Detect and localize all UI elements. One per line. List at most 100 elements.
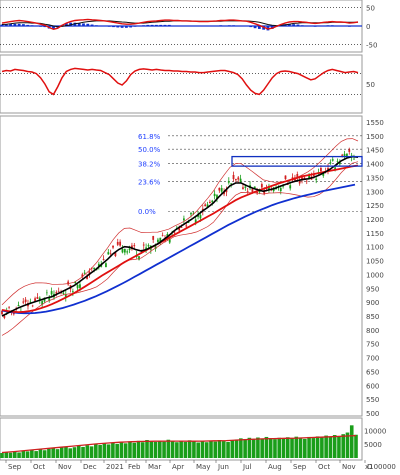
volume-bar bbox=[89, 446, 94, 458]
price-candle bbox=[93, 267, 96, 270]
volume-bar bbox=[111, 442, 115, 458]
volume-bar bbox=[119, 441, 124, 458]
macd-histogram-bar bbox=[69, 22, 73, 26]
price-candle bbox=[79, 284, 81, 288]
price-candle bbox=[260, 184, 263, 188]
price-candle bbox=[48, 297, 51, 301]
macd-histogram-bar bbox=[257, 26, 261, 29]
volume-bar bbox=[183, 441, 188, 458]
price-candle bbox=[208, 201, 211, 203]
price-candle bbox=[194, 219, 197, 224]
rsi-panel bbox=[0, 54, 363, 114]
volume-moving-average bbox=[1, 434, 357, 454]
price-candle bbox=[343, 153, 346, 157]
price-candle bbox=[220, 188, 223, 192]
price-candle bbox=[43, 297, 46, 302]
volume-bar bbox=[149, 441, 154, 458]
x-axis-label: Mar bbox=[148, 463, 161, 471]
x-axis-label: Aug bbox=[268, 463, 282, 471]
price-tick-label: 1450 bbox=[366, 147, 384, 155]
price-candle bbox=[142, 244, 145, 246]
volume-bar bbox=[51, 448, 55, 458]
macd-histogram-bar bbox=[287, 23, 291, 26]
price-candle bbox=[242, 187, 244, 189]
volume-bar bbox=[260, 438, 264, 458]
price-candle bbox=[126, 251, 129, 253]
volume-bar bbox=[81, 446, 85, 458]
price-candle bbox=[206, 204, 209, 208]
macd-histogram-bar bbox=[17, 23, 21, 26]
price-candle bbox=[286, 184, 289, 185]
price-candle bbox=[24, 299, 27, 302]
price-candle bbox=[36, 297, 39, 299]
macd-histogram-bar bbox=[120, 26, 124, 28]
macd-histogram-bar bbox=[9, 23, 12, 26]
price-candle bbox=[107, 252, 110, 255]
price-candle bbox=[244, 186, 247, 188]
volume-bar bbox=[94, 444, 98, 458]
price-candle bbox=[105, 263, 107, 268]
price-candle bbox=[41, 301, 44, 305]
fibonacci-level-label: 0.0% bbox=[138, 208, 156, 216]
price-candle bbox=[298, 180, 301, 184]
volume-bar bbox=[34, 451, 38, 458]
price-candle bbox=[45, 292, 48, 294]
moving-average-long bbox=[1, 183, 356, 315]
consolidation-box bbox=[231, 155, 363, 167]
volume-bar bbox=[311, 438, 316, 458]
price-candle bbox=[64, 294, 67, 298]
macd-histogram-bar bbox=[292, 24, 296, 26]
price-candle bbox=[216, 195, 218, 199]
price-tick-label: 700 bbox=[366, 355, 379, 363]
x-axis-label: Oct bbox=[33, 463, 45, 471]
price-candle bbox=[17, 305, 20, 307]
volume-bar bbox=[153, 441, 158, 458]
macd-histogram-bar bbox=[64, 23, 68, 26]
price-candle bbox=[353, 158, 355, 160]
price-candle bbox=[116, 241, 119, 245]
volume-bar bbox=[345, 432, 350, 458]
volume-bar bbox=[25, 451, 30, 458]
price-candle bbox=[218, 187, 221, 191]
volume-bar bbox=[209, 440, 213, 458]
macd-histogram-bar bbox=[124, 26, 128, 28]
price-candle bbox=[161, 235, 164, 236]
price-candle bbox=[199, 215, 202, 219]
price-candle bbox=[3, 315, 6, 318]
volume-bar bbox=[85, 445, 90, 458]
volume-bar bbox=[320, 437, 324, 458]
price-candle bbox=[173, 231, 176, 233]
volume-bar bbox=[264, 436, 269, 458]
price-candle bbox=[315, 178, 318, 181]
price-candle bbox=[268, 185, 270, 190]
price-candle bbox=[230, 183, 233, 184]
volume-bar bbox=[59, 447, 64, 458]
price-candle bbox=[211, 200, 214, 203]
x-axis-label: Apr bbox=[172, 463, 184, 471]
volume-bar bbox=[239, 438, 243, 458]
price-tick-label: 1050 bbox=[366, 258, 384, 266]
x-axis-label: Jun bbox=[217, 463, 229, 471]
price-candle bbox=[57, 291, 60, 293]
price-candle bbox=[204, 204, 207, 207]
volume-bar bbox=[247, 437, 252, 458]
macd-histogram-bar bbox=[82, 23, 85, 26]
volume-bar bbox=[55, 449, 60, 458]
price-candle bbox=[62, 292, 65, 294]
volume-panel bbox=[0, 417, 363, 461]
price-candle bbox=[303, 177, 306, 180]
x-axis-label: Feb bbox=[128, 463, 141, 471]
fibonacci-level-label: 61.8% bbox=[138, 133, 161, 141]
x-axis-label: May bbox=[196, 463, 210, 471]
macd-line bbox=[1, 18, 359, 31]
price-panel: 61.8% 50.0% 38.2% 23.6% 0.0% bbox=[0, 115, 363, 417]
price-candle bbox=[308, 174, 311, 179]
price-candle bbox=[133, 245, 136, 247]
price-tick-label: 1550 bbox=[366, 119, 384, 127]
price-candle bbox=[341, 154, 344, 156]
rsi-line bbox=[1, 67, 359, 96]
price-tick-label: 1500 bbox=[366, 133, 384, 141]
volume-bar bbox=[106, 444, 111, 458]
price-candle bbox=[237, 177, 240, 180]
